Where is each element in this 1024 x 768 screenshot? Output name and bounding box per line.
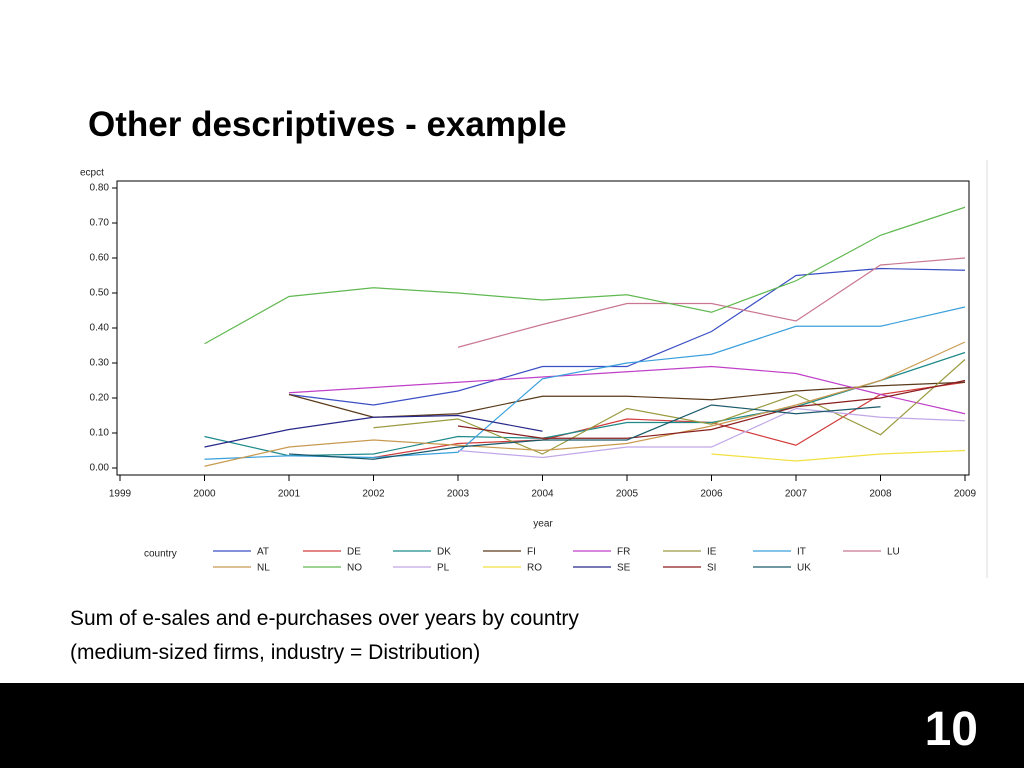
legend-label: FI xyxy=(527,547,536,558)
series-line xyxy=(204,341,966,467)
legend-label: RO xyxy=(527,563,542,574)
legend-label: AT xyxy=(257,547,269,558)
x-tick-label: 2000 xyxy=(193,489,216,500)
x-tick-label: 2005 xyxy=(616,489,639,500)
series-line xyxy=(204,414,543,448)
series-line xyxy=(288,267,966,406)
x-tick-label: 2003 xyxy=(447,489,470,500)
footer-bar xyxy=(0,683,1024,768)
y-tick-label: 0.30 xyxy=(90,358,110,369)
legend-title: country xyxy=(144,549,177,560)
caption-line: Sum of e-sales and e-purchases over year… xyxy=(70,607,579,630)
slide-title: Other descriptives - example xyxy=(88,105,567,144)
series-line xyxy=(373,359,966,455)
y-axis-title: ecpct xyxy=(80,168,104,179)
page-number: 10 xyxy=(925,703,978,756)
legend-label: DK xyxy=(437,547,451,558)
series-line xyxy=(288,365,966,415)
legend-label: DE xyxy=(347,547,361,558)
legend-label: SI xyxy=(707,563,716,574)
y-tick-label: 0.70 xyxy=(90,218,110,229)
x-tick-label: 1999 xyxy=(109,489,132,500)
y-tick-label: 0.10 xyxy=(90,428,110,439)
caption-line: (medium-sized firms, industry = Distribu… xyxy=(70,641,480,664)
legend-label: NO xyxy=(347,563,362,574)
legend-label: IT xyxy=(797,547,806,558)
y-tick-label: 0.40 xyxy=(90,323,110,334)
y-tick-label: 0.80 xyxy=(90,183,110,194)
legend-label: UK xyxy=(797,563,811,574)
legend-label: SE xyxy=(617,563,631,574)
series-line xyxy=(373,381,966,459)
x-tick-label: 2006 xyxy=(700,489,723,500)
series-line xyxy=(457,379,966,439)
x-tick-label: 2008 xyxy=(869,489,892,500)
x-tick-label: 2004 xyxy=(531,489,554,500)
x-axis-title: year xyxy=(533,519,553,530)
plot-frame xyxy=(116,180,970,476)
series-line xyxy=(457,407,966,459)
series-line xyxy=(457,257,966,348)
series-line xyxy=(204,306,966,460)
series-line xyxy=(711,449,966,462)
series-line xyxy=(204,351,966,457)
y-tick-label: 0.20 xyxy=(90,393,110,404)
legend-label: NL xyxy=(257,563,270,574)
x-tick-label: 2002 xyxy=(362,489,385,500)
series-line xyxy=(288,404,881,460)
series-line xyxy=(204,206,966,345)
legend-label: FR xyxy=(617,547,630,558)
x-tick-label: 2001 xyxy=(278,489,301,500)
legend-label: LU xyxy=(887,547,900,558)
y-tick-label: 0.60 xyxy=(90,253,110,264)
legend-label: IE xyxy=(707,547,717,558)
y-tick-label: 0.00 xyxy=(90,463,110,474)
x-tick-label: 2009 xyxy=(954,489,977,500)
y-tick-label: 0.50 xyxy=(90,288,110,299)
legend-label: PL xyxy=(437,563,450,574)
x-tick-label: 2007 xyxy=(785,489,808,500)
